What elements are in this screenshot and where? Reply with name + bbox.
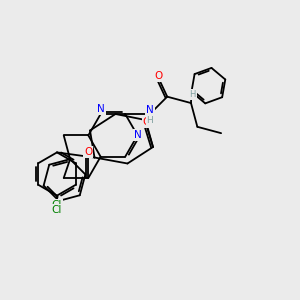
Text: O: O: [154, 71, 163, 81]
Text: H: H: [146, 116, 153, 125]
Text: N: N: [97, 104, 104, 114]
Text: Cl: Cl: [52, 206, 62, 215]
Text: O: O: [84, 147, 92, 157]
Text: N: N: [146, 106, 154, 116]
Text: H: H: [189, 90, 196, 99]
Text: Cl: Cl: [52, 200, 62, 210]
Text: O: O: [143, 117, 151, 127]
Text: N: N: [134, 130, 141, 140]
